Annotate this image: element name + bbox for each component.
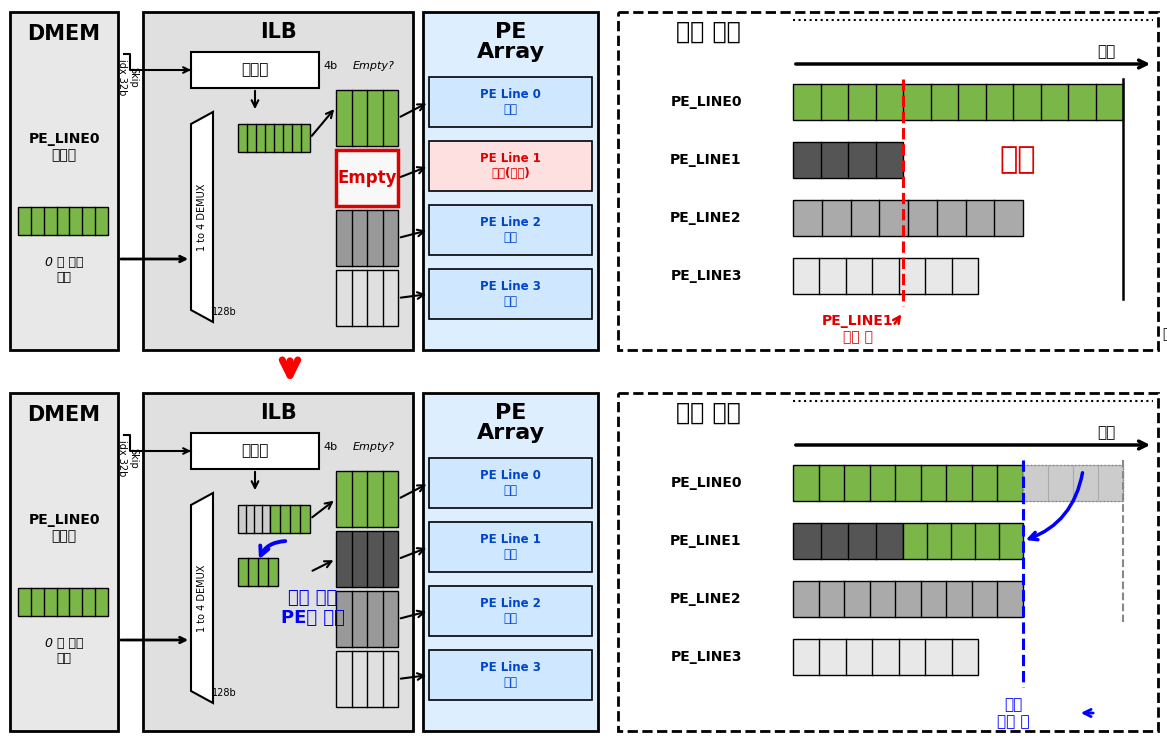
Text: PE Line 1
휴식(완료): PE Line 1 휴식(완료) — [480, 152, 541, 180]
Text: 0 이 아닌
입력: 0 이 아닌 입력 — [44, 637, 83, 665]
Bar — [336, 651, 398, 707]
Text: 4b: 4b — [324, 61, 338, 71]
Bar — [336, 150, 398, 206]
Text: PE Line 0
동작: PE Line 0 동작 — [480, 88, 541, 116]
Bar — [336, 471, 398, 527]
Bar — [238, 124, 310, 152]
Bar — [1023, 465, 1123, 501]
Text: 코어
동작 끝: 코어 동작 끝 — [1163, 311, 1167, 341]
Bar — [238, 505, 270, 533]
Bar — [429, 141, 592, 191]
Bar — [336, 210, 398, 266]
Text: Array: Array — [476, 42, 545, 62]
Polygon shape — [191, 112, 214, 322]
Text: PE_LINE0: PE_LINE0 — [670, 476, 742, 490]
Text: DMEM: DMEM — [28, 24, 100, 44]
Text: 시간 차트: 시간 차트 — [676, 20, 740, 44]
Text: PE Line 2
동작: PE Line 2 동작 — [480, 216, 541, 244]
Text: DMEM: DMEM — [28, 405, 100, 425]
Bar — [794, 523, 903, 559]
Bar — [238, 558, 278, 586]
Text: PE_LINE2: PE_LINE2 — [670, 592, 742, 606]
Text: PE Line 1
동작: PE Line 1 동작 — [480, 533, 541, 561]
Text: PE_LINE3: PE_LINE3 — [670, 269, 742, 283]
Text: 라우팅: 라우팅 — [242, 62, 268, 77]
Text: 4b: 4b — [324, 442, 338, 452]
Bar — [11, 12, 118, 350]
Text: PE_LINE0
데이터: PE_LINE0 데이터 — [28, 513, 99, 543]
Bar — [619, 12, 1158, 350]
Text: PE Line 3
동작: PE Line 3 동작 — [480, 661, 541, 689]
Bar — [191, 52, 319, 88]
Bar — [794, 465, 1023, 501]
Text: ILB: ILB — [259, 403, 296, 423]
Bar — [429, 458, 592, 508]
Bar — [429, 650, 592, 700]
Bar — [429, 77, 592, 127]
Bar — [18, 588, 109, 616]
Bar — [429, 269, 592, 319]
Text: PE: PE — [495, 22, 526, 42]
Text: PE Line 3
동작: PE Line 3 동작 — [480, 280, 541, 308]
Bar — [619, 393, 1158, 731]
Text: Skip
idx 32b: Skip idx 32b — [117, 59, 139, 95]
Bar — [794, 142, 903, 178]
Text: PE_LINE1
동작 끝: PE_LINE1 동작 끝 — [823, 314, 894, 344]
Bar — [794, 581, 1023, 617]
Bar — [429, 522, 592, 572]
Text: 시간 차트: 시간 차트 — [676, 401, 740, 425]
Text: PE Line 2
동작: PE Line 2 동작 — [480, 597, 541, 625]
Text: PE_LINE1: PE_LINE1 — [670, 153, 742, 167]
Text: PE_LINE0: PE_LINE0 — [670, 95, 742, 109]
Bar — [794, 84, 1123, 120]
Bar — [11, 393, 118, 731]
Bar — [903, 523, 1023, 559]
Bar — [429, 205, 592, 255]
Text: 라우팅: 라우팅 — [242, 443, 268, 458]
Text: Array: Array — [476, 423, 545, 443]
Text: PE Line 0
동작: PE Line 0 동작 — [480, 469, 541, 497]
Bar — [794, 258, 978, 294]
Text: Empty: Empty — [337, 169, 397, 187]
Bar — [144, 12, 413, 350]
Bar — [422, 12, 598, 350]
Bar — [270, 505, 310, 533]
Polygon shape — [191, 493, 214, 703]
Text: 휴식: 휴식 — [1000, 145, 1036, 175]
Text: PE: PE — [495, 403, 526, 423]
Text: 시간: 시간 — [1097, 425, 1116, 440]
Bar — [336, 90, 398, 146]
Text: 휴식 중인
PE로 이동: 휴식 중인 PE로 이동 — [281, 589, 345, 628]
Bar — [144, 393, 413, 731]
Text: 1 to 4 DEMUX: 1 to 4 DEMUX — [197, 564, 207, 631]
Bar — [18, 207, 109, 235]
Text: Skip
idx 32b: Skip idx 32b — [117, 440, 139, 476]
Text: PE_LINE3: PE_LINE3 — [670, 650, 742, 664]
Text: 128b: 128b — [211, 307, 237, 317]
Bar — [336, 270, 398, 326]
Text: Empty?: Empty? — [354, 442, 394, 452]
Text: 128b: 128b — [211, 688, 237, 698]
Text: 1 to 4 DEMUX: 1 to 4 DEMUX — [197, 184, 207, 251]
Bar — [422, 393, 598, 731]
Bar — [336, 531, 398, 587]
Text: 코어
동작 끝: 코어 동작 끝 — [997, 697, 1029, 730]
Bar — [429, 586, 592, 636]
Bar — [191, 433, 319, 469]
Text: PE_LINE0
데이터: PE_LINE0 데이터 — [28, 132, 99, 162]
Bar — [336, 591, 398, 647]
Text: 시간: 시간 — [1097, 44, 1116, 59]
Text: PE_LINE2: PE_LINE2 — [670, 211, 742, 225]
Text: ILB: ILB — [259, 22, 296, 42]
Bar — [1023, 465, 1123, 501]
Text: 0 이 아닌
입력: 0 이 아닌 입력 — [44, 256, 83, 284]
Text: Empty?: Empty? — [354, 61, 394, 71]
Text: PE_LINE1: PE_LINE1 — [670, 534, 742, 548]
Bar — [794, 639, 978, 675]
Bar — [794, 200, 1023, 236]
